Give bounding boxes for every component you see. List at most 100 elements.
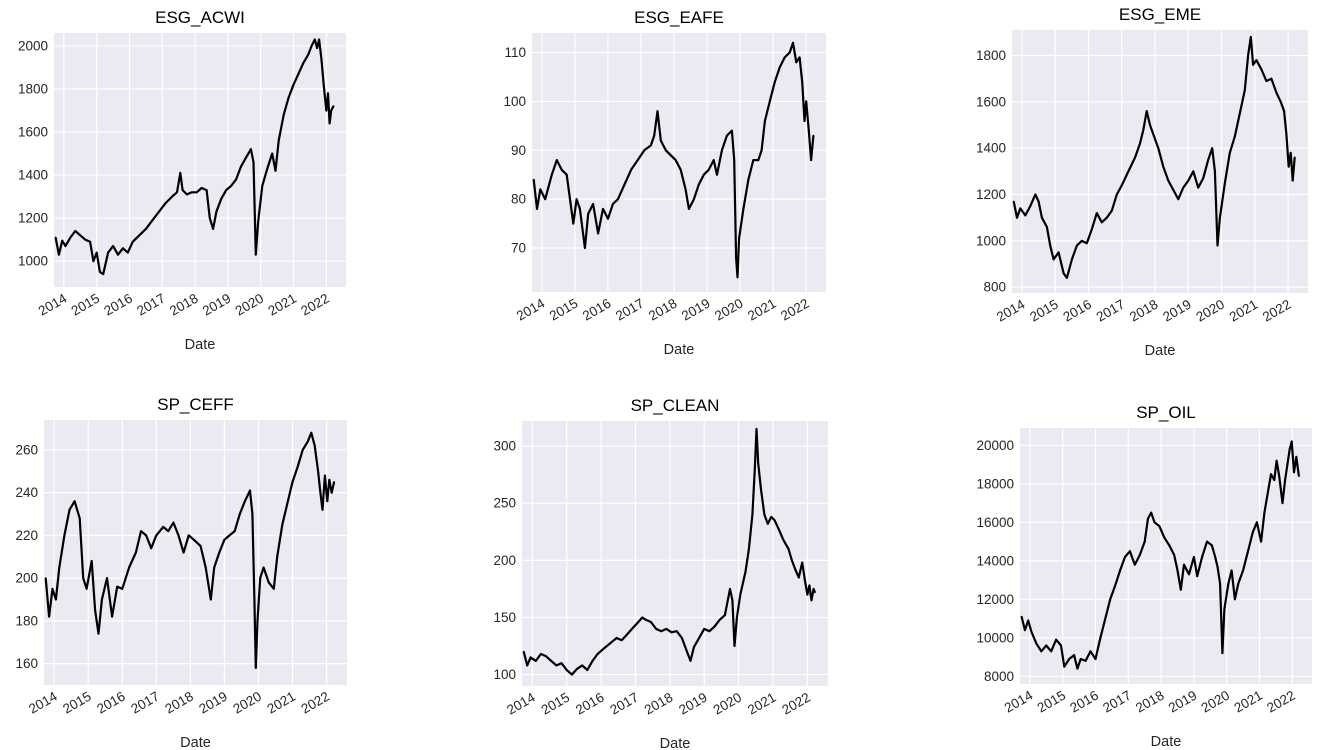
data-point <box>655 628 657 630</box>
data-point <box>244 500 246 503</box>
data-point <box>48 615 50 618</box>
data-point <box>101 598 103 601</box>
data-point <box>579 208 581 210</box>
data-point <box>581 664 584 667</box>
x-tick-label: 2015 <box>1035 688 1069 716</box>
data-point <box>797 576 800 579</box>
data-point <box>186 193 188 196</box>
data-point <box>1016 216 1018 219</box>
series-points <box>532 41 815 279</box>
data-point <box>1041 216 1043 219</box>
series-line <box>522 427 816 676</box>
data-point <box>1052 258 1055 261</box>
x-tick-labels: 2014 2015 2016 2017 2018 2019 2020 2021 2022 <box>1002 687 1298 715</box>
data-point <box>82 577 85 579</box>
data-point <box>1139 142 1141 145</box>
data-point <box>1037 200 1040 203</box>
data-point <box>325 109 328 112</box>
data-point <box>1157 147 1160 150</box>
data-point <box>167 530 170 532</box>
data-point <box>1119 569 1121 572</box>
data-point <box>1260 68 1263 71</box>
data-point <box>729 588 731 590</box>
data-point <box>327 92 329 95</box>
data-point <box>261 184 264 187</box>
series-points <box>44 431 335 669</box>
chart-title: ESG_EME <box>1119 5 1201 24</box>
data-point <box>230 184 233 187</box>
data-point <box>1263 511 1266 514</box>
y-tick-label: 90 <box>511 143 526 158</box>
data-point <box>1278 475 1281 477</box>
data-point <box>106 577 108 579</box>
data-point <box>208 217 211 220</box>
data-point <box>1049 244 1052 247</box>
plot-area <box>1012 30 1308 293</box>
data-point <box>1114 584 1116 587</box>
data-point <box>810 599 813 602</box>
data-point <box>794 568 797 571</box>
data-point <box>1206 540 1208 543</box>
data-point <box>1279 100 1282 103</box>
data-point <box>1281 502 1284 504</box>
data-point <box>644 618 647 621</box>
data-point <box>675 630 678 633</box>
data-point <box>1293 471 1295 474</box>
data-point <box>636 159 639 162</box>
data-point <box>607 217 609 220</box>
data-point <box>526 664 529 667</box>
data-point <box>716 173 718 176</box>
y-tick-label: 250 <box>493 496 516 511</box>
data-point <box>58 253 60 256</box>
data-point <box>1283 110 1285 112</box>
data-point <box>1260 540 1262 543</box>
data-point <box>55 598 57 601</box>
data-point <box>69 236 72 239</box>
data-point <box>1252 63 1254 66</box>
data-point <box>1275 459 1278 462</box>
data-point <box>752 159 755 162</box>
data-point <box>1211 544 1213 547</box>
data-point <box>1252 531 1254 533</box>
data-point <box>532 178 535 181</box>
data-point <box>1233 135 1236 138</box>
data-point <box>760 488 762 491</box>
y-tick-label: 160 <box>15 656 38 671</box>
data-point <box>1100 221 1103 224</box>
data-point <box>318 38 320 41</box>
data-point <box>1020 615 1023 618</box>
data-point <box>1237 583 1240 585</box>
data-point <box>310 45 313 47</box>
data-point <box>1095 212 1098 215</box>
data-point <box>674 159 677 162</box>
data-point <box>313 38 316 41</box>
data-point <box>596 653 599 655</box>
series-line <box>1020 440 1300 670</box>
data-point <box>560 168 563 171</box>
data-point <box>94 609 96 612</box>
data-point <box>1214 556 1217 558</box>
data-point <box>688 208 690 210</box>
data-point <box>773 81 776 83</box>
data-point <box>1129 550 1131 553</box>
data-point <box>757 159 760 162</box>
y-tick-label: 220 <box>15 528 38 543</box>
data-point <box>51 587 54 590</box>
data-point <box>1060 644 1062 647</box>
data-point <box>617 198 619 201</box>
x-tick-label: 2019 <box>1166 688 1200 716</box>
data-point <box>643 149 646 152</box>
data-point <box>320 57 323 60</box>
data-point <box>1076 667 1079 670</box>
data-point <box>1105 216 1108 219</box>
data-point <box>801 561 804 564</box>
data-point <box>713 625 716 628</box>
data-point <box>252 161 255 164</box>
data-point <box>95 251 98 254</box>
data-point <box>253 598 256 601</box>
data-point <box>545 655 547 658</box>
y-tick-label: 1200 <box>18 211 48 226</box>
data-point <box>1024 629 1026 631</box>
data-point <box>287 96 290 99</box>
